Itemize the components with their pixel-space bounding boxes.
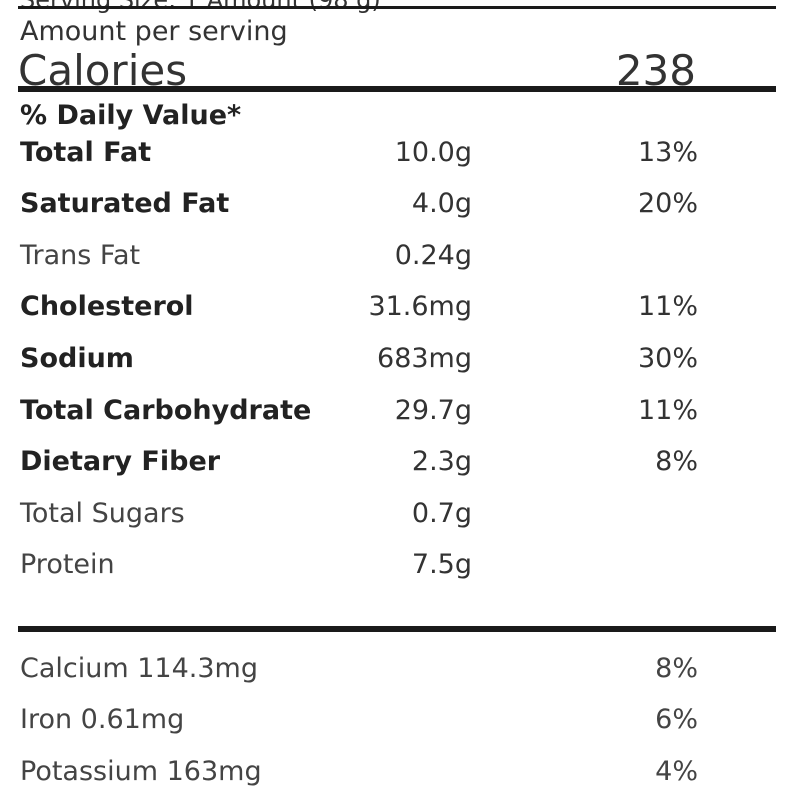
nutrient-amount: 0.24g xyxy=(394,240,472,271)
nutrient-row-total-sugars: Total Sugars 0.7g xyxy=(0,498,800,538)
nutrient-name: Saturated Fat xyxy=(20,188,230,219)
nutrient-row-cholesterol: Cholesterol 31.6mg 11% xyxy=(0,291,800,331)
nutrient-row-saturated-fat: Saturated Fat 4.0g 20% xyxy=(0,188,800,228)
nutrient-name: Total Fat xyxy=(20,137,152,168)
nutrient-row-protein: Protein 7.5g xyxy=(0,549,800,589)
nutrient-daily-value: 11% xyxy=(637,395,698,426)
nutrient-daily-value: 13% xyxy=(637,137,698,168)
nutrient-row-total-carbohydrate: Total Carbohydrate 29.7g 11% xyxy=(0,395,800,435)
nutrient-daily-value: 8% xyxy=(655,446,698,477)
nutrient-row-total-fat: Total Fat 10.0g 13% xyxy=(0,137,800,177)
nutrient-amount: 0.7g xyxy=(411,498,472,529)
nutrient-name: Trans Fat xyxy=(20,240,141,271)
nutrient-amount: 10.0g xyxy=(394,137,472,168)
nutrient-amount: 4.0g xyxy=(411,188,472,219)
nutrient-amount: 2.3g xyxy=(411,446,472,477)
nutrient-name: Protein xyxy=(20,549,115,580)
nutrient-row-dietary-fiber: Dietary Fiber 2.3g 8% xyxy=(0,446,800,486)
nutrient-name: Total Sugars xyxy=(20,498,185,529)
mineral-row-iron: Iron 0.61mg 6% xyxy=(0,704,800,744)
mineral-name: Potassium 163mg xyxy=(20,756,262,787)
nutrient-daily-value: 11% xyxy=(637,291,698,322)
amount-per-serving: Amount per serving xyxy=(20,16,288,47)
nutrient-amount: 683mg xyxy=(377,343,472,374)
nutrient-daily-value: 20% xyxy=(637,188,698,219)
vitamins-rule xyxy=(18,626,776,632)
daily-value-header: % Daily Value* xyxy=(20,100,242,131)
nutrient-amount: 7.5g xyxy=(411,549,472,580)
nutrient-name: Sodium xyxy=(20,343,134,374)
mineral-name: Iron 0.61mg xyxy=(20,704,185,735)
calories-rule xyxy=(18,86,776,92)
mineral-daily-value: 8% xyxy=(655,653,698,684)
mineral-daily-value: 4% xyxy=(655,756,698,787)
mineral-daily-value: 6% xyxy=(655,704,698,735)
mineral-row-calcium: Calcium 114.3mg 8% xyxy=(0,653,800,693)
nutrient-amount: 29.7g xyxy=(394,395,472,426)
top-rule xyxy=(18,6,776,9)
nutrient-row-sodium: Sodium 683mg 30% xyxy=(0,343,800,383)
nutrient-amount: 31.6mg xyxy=(368,291,472,322)
mineral-row-potassium: Potassium 163mg 4% xyxy=(0,756,800,796)
nutrient-row-trans-fat: Trans Fat 0.24g xyxy=(0,240,800,280)
nutrient-daily-value: 30% xyxy=(637,343,698,374)
nutrient-name: Cholesterol xyxy=(20,291,194,322)
nutrient-name: Dietary Fiber xyxy=(20,446,221,477)
nutrient-name: Total Carbohydrate xyxy=(20,395,312,426)
mineral-name: Calcium 114.3mg xyxy=(20,653,258,684)
